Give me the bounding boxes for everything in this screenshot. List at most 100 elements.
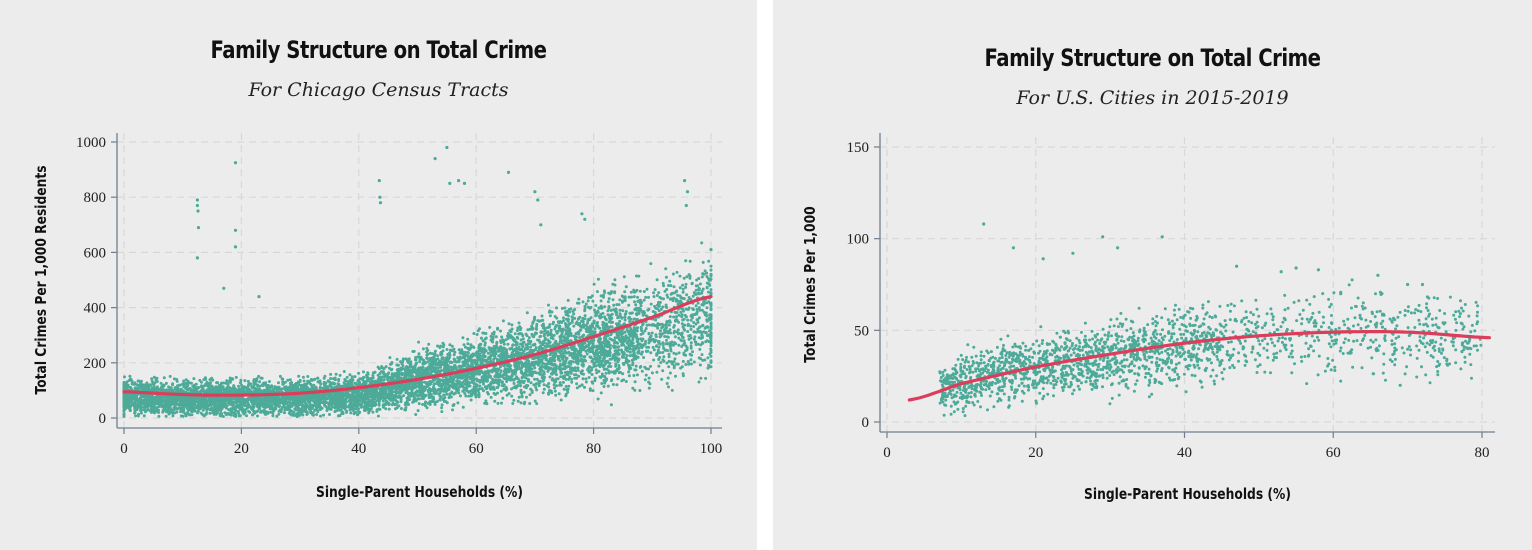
- scatter-point: [685, 275, 689, 279]
- scatter-point: [353, 381, 357, 385]
- scatter-point: [543, 332, 546, 336]
- scatter-point: [583, 317, 587, 321]
- scatter-point: [676, 293, 680, 297]
- scatter-point: [562, 316, 565, 320]
- scatter-point: [171, 414, 175, 418]
- scatter-point: [571, 360, 575, 364]
- scatter-point: [704, 311, 708, 315]
- scatter-point: [618, 308, 622, 312]
- scatter-point: [530, 389, 534, 393]
- scatter-point: [562, 319, 565, 323]
- scatter-point: [501, 380, 504, 384]
- scatter-point: [384, 365, 388, 369]
- scatter-point: [623, 290, 627, 294]
- scatter-point: [655, 294, 659, 297]
- scatter-point: [414, 413, 418, 416]
- scatter-point: [689, 318, 693, 322]
- scatter-point: [506, 331, 510, 335]
- scatter-point: [278, 374, 282, 378]
- scatter-point: [615, 383, 619, 387]
- scatter-point: [698, 347, 702, 351]
- x-tick-label: 40: [351, 441, 366, 457]
- scatter-point: [395, 363, 399, 367]
- chart-subtitle: For Chicago Census Tracts: [248, 79, 509, 101]
- scatter-point: [461, 336, 465, 340]
- scatter-point: [606, 309, 610, 313]
- scatter-point: [395, 400, 399, 404]
- x-tick-label: 0: [120, 441, 128, 457]
- scatter-point: [674, 374, 677, 378]
- scatter-point: [440, 410, 444, 414]
- scatter-point: [510, 351, 514, 355]
- scatter-point: [375, 409, 379, 413]
- scatter-point: [519, 401, 523, 405]
- scatter-point: [696, 318, 700, 322]
- y-tick-label: 800: [84, 190, 107, 206]
- scatter-point: [636, 355, 640, 359]
- scatter-point: [463, 358, 467, 362]
- scatter-point: [672, 366, 676, 370]
- scatter-point: [458, 394, 462, 398]
- scatter-point: [587, 296, 591, 299]
- scatter-point: [700, 275, 704, 279]
- scatter-point: [499, 339, 503, 343]
- scatter-point: [130, 382, 134, 386]
- scatter-point: [179, 414, 183, 418]
- scatter-point: [606, 384, 610, 388]
- scatter-point: [632, 288, 636, 292]
- scatter-point: [595, 290, 599, 294]
- scatter-point: [399, 400, 403, 404]
- scatter-point: [556, 377, 560, 381]
- scatter-point: [593, 327, 597, 331]
- scatter-point: [682, 339, 686, 343]
- scatter-point: [680, 313, 684, 317]
- scatter-point: [703, 269, 707, 273]
- scatter-point: [534, 346, 538, 350]
- scatter-point: [623, 315, 627, 319]
- scatter-point: [164, 381, 168, 385]
- scatter-point: [637, 346, 641, 350]
- scatter-point: [700, 291, 704, 295]
- scatter-point: [546, 333, 550, 337]
- scatter-point: [692, 330, 696, 334]
- scatter-point: [256, 383, 260, 387]
- scatter-point: [662, 284, 666, 288]
- scatter-point: [155, 380, 159, 383]
- scatter-point: [547, 382, 551, 385]
- scatter-point: [225, 379, 229, 383]
- scatter-point: [702, 310, 706, 314]
- scatter-point: [659, 361, 663, 364]
- scatter-point: [499, 329, 502, 333]
- scatter-point: [466, 389, 470, 393]
- scatter-point: [678, 274, 682, 278]
- scatter-point: [670, 388, 674, 392]
- scatter-point: [440, 406, 444, 410]
- scatter-point: [550, 310, 554, 314]
- scatter-point: [682, 276, 686, 280]
- scatter-point: [647, 295, 650, 299]
- scatter-point: [652, 295, 656, 299]
- scatter-point: [666, 376, 670, 380]
- scatter-point: [681, 287, 685, 291]
- scatter-point: [521, 375, 525, 379]
- scatter-point: [675, 270, 679, 274]
- scatter-point: [157, 414, 161, 418]
- scatter-point: [627, 303, 631, 307]
- scatter-point: [533, 377, 537, 381]
- scatter-point: [548, 323, 552, 327]
- y-tick-label: 600: [84, 245, 107, 261]
- scatter-point: [521, 345, 525, 349]
- scatter-point: [560, 348, 563, 352]
- scatter-point: [690, 353, 693, 357]
- scatter-point: [658, 295, 662, 299]
- scatter-point: [504, 338, 508, 342]
- scatter-point: [535, 325, 539, 328]
- x-axis-title: Single-Parent Households (%): [316, 484, 523, 501]
- scatter-point: [707, 259, 711, 263]
- scatter-point: [699, 376, 703, 380]
- scatter-point: [350, 375, 354, 379]
- scatter-point: [563, 306, 567, 310]
- scatter-point: [567, 339, 571, 343]
- scatter-point: [529, 345, 533, 349]
- scatter-point: [600, 315, 604, 319]
